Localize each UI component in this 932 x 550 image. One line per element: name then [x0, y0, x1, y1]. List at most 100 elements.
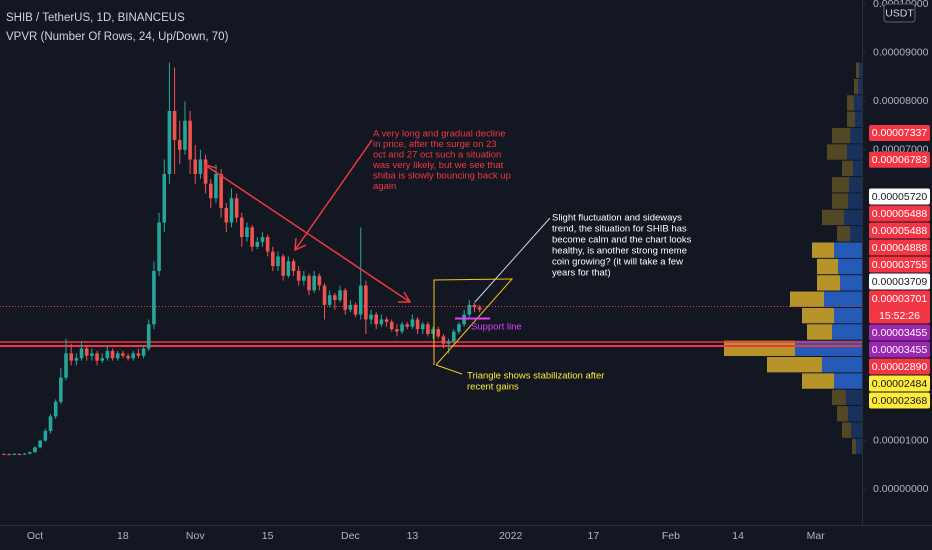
- price-tag-label: 0.00002368: [872, 395, 928, 407]
- volume-up: [824, 291, 862, 307]
- price-tag-label: 0.00005488: [872, 208, 928, 220]
- candle-body: [338, 290, 342, 301]
- volume-down: [817, 258, 838, 275]
- candle-body: [22, 453, 27, 455]
- volume-up: [838, 258, 862, 275]
- x-tick-label: Oct: [27, 530, 43, 542]
- arrow-head: [294, 237, 307, 252]
- volume-up: [844, 209, 862, 226]
- candle-body: [28, 452, 32, 454]
- candle-body: [250, 227, 254, 247]
- y-tick-label: 0.00000000: [873, 483, 929, 495]
- volume-up: [856, 438, 862, 455]
- volume-up: [858, 78, 862, 95]
- volume-up: [848, 193, 862, 209]
- candle-body: [74, 358, 79, 361]
- candle-body: [53, 401, 58, 417]
- volume-down: [832, 193, 848, 209]
- annotation-line: was very likely, but we see that: [372, 160, 504, 171]
- drawings: [203, 139, 551, 375]
- annotation-line: become calm and the chart looks: [552, 235, 692, 246]
- candle-body: [441, 336, 446, 344]
- candle-body: [389, 321, 394, 330]
- candle-body: [426, 324, 430, 334]
- volume-up: [859, 62, 862, 78]
- volume-down: [812, 242, 834, 258]
- x-tick-label: 13: [407, 530, 419, 542]
- volume-down: [802, 307, 834, 324]
- candle-body: [105, 350, 110, 359]
- candle-body: [79, 348, 84, 359]
- candle-body: [255, 241, 260, 247]
- price-tag: [869, 222, 930, 239]
- candle-body: [84, 348, 89, 356]
- candle-body: [291, 261, 296, 271]
- volume-up: [850, 127, 862, 144]
- candle-body: [333, 295, 337, 301]
- candle-body: [2, 453, 6, 455]
- price-tag: [869, 239, 930, 256]
- candle-body: [327, 295, 332, 305]
- candle-body: [384, 319, 389, 322]
- currency-box[interactable]: [883, 3, 916, 23]
- price-tag: [869, 256, 930, 273]
- volume-up: [848, 406, 862, 422]
- x-tick-label: 15: [262, 530, 274, 542]
- price-tag: [869, 341, 930, 358]
- candle-body: [224, 207, 229, 223]
- annotation-line: coin growing? (it will take a few: [552, 257, 683, 268]
- volume-up: [832, 324, 862, 340]
- price-tag-label: 0.00002890: [872, 361, 928, 373]
- candle-body: [95, 353, 99, 361]
- candle-body: [296, 270, 301, 281]
- candle-body: [446, 341, 451, 344]
- volume-up: [849, 177, 862, 193]
- candle-body: [400, 324, 404, 332]
- annotation-line: A very long and gradual decline: [373, 129, 506, 140]
- volume-down: [837, 406, 848, 422]
- candle-body: [162, 174, 167, 223]
- candle-body: [322, 285, 327, 305]
- annotation-line: again: [373, 181, 396, 192]
- arrow-head: [398, 291, 412, 303]
- volume-up: [840, 275, 862, 291]
- candle-body: [271, 251, 275, 267]
- candle-body: [12, 453, 17, 455]
- volume-up: [822, 357, 862, 373]
- candle-body: [136, 353, 141, 356]
- volume-down: [837, 226, 850, 242]
- price-tag-label: 0.00002484: [872, 378, 928, 390]
- volume-down: [856, 62, 859, 78]
- candle-body: [436, 329, 441, 337]
- candle-body: [193, 159, 198, 175]
- volume-down: [842, 422, 851, 438]
- annotation-line: Triangle shows stabilization after: [467, 371, 604, 382]
- price-tag-label: 0.00004888: [872, 242, 928, 254]
- candle-body: [467, 304, 472, 315]
- candle-body: [348, 304, 353, 310]
- annotation-line: trend, the situation for SHIB has: [552, 224, 687, 235]
- candle-body: [343, 290, 347, 310]
- support-label: Support line: [471, 322, 522, 333]
- annotation-line: oct and 27 oct such a situation: [373, 150, 501, 161]
- candle-body: [157, 222, 161, 271]
- volume-down: [807, 324, 832, 340]
- candle-body: [64, 353, 68, 378]
- candle-body: [121, 353, 125, 356]
- annotation-line: shiba is slowly bouncing back up: [373, 171, 511, 182]
- candle-body: [369, 314, 373, 320]
- candle-body: [374, 314, 379, 325]
- candle-body: [265, 237, 270, 252]
- price-tag-label: 0.00006783: [872, 154, 928, 166]
- volume-down: [847, 95, 854, 111]
- candle-body: [451, 331, 456, 342]
- annotation-line: in price, after the surge on 23: [373, 139, 497, 150]
- candle-body: [317, 275, 322, 286]
- price-tag: [869, 124, 930, 141]
- currency-label[interactable]: USDT: [885, 7, 914, 19]
- candle-body: [379, 319, 384, 325]
- candle-body: [312, 275, 316, 291]
- price-tag-label: 0.00005488: [872, 225, 928, 237]
- candle-body: [90, 353, 94, 356]
